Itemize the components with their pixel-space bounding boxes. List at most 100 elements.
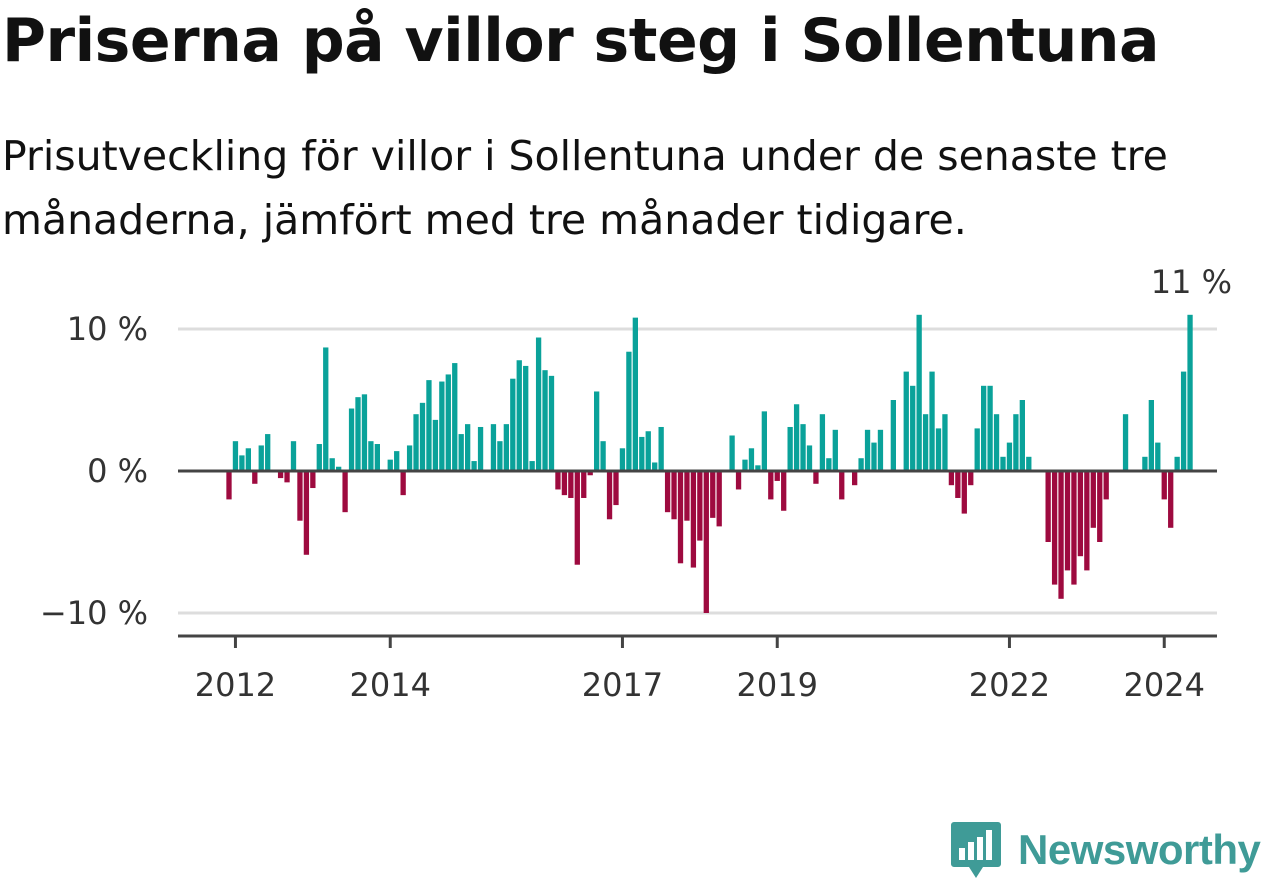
data-bar — [832, 429, 838, 471]
data-bar — [1084, 471, 1090, 571]
data-bar — [600, 441, 606, 471]
data-bar — [523, 365, 529, 471]
data-bar — [1103, 471, 1109, 500]
data-bar — [993, 414, 1000, 471]
data-bar — [426, 380, 432, 471]
data-bar — [497, 441, 503, 471]
data-bar — [542, 370, 548, 471]
axes — [178, 469, 1217, 648]
data-bar — [948, 471, 955, 486]
data-bar — [710, 471, 716, 518]
data-bar — [277, 471, 284, 479]
data-bar — [1013, 414, 1019, 471]
x-tick-label: 2017 — [582, 666, 663, 704]
data-bar — [336, 466, 342, 471]
data-bar — [929, 371, 935, 471]
data-bar — [922, 414, 929, 471]
grid-lines — [178, 327, 1217, 615]
data-bar — [516, 360, 522, 471]
data-bar — [1174, 456, 1180, 471]
data-bar — [1161, 471, 1167, 500]
data-bar — [1064, 471, 1071, 571]
data-bar — [329, 458, 335, 471]
data-bar — [787, 426, 793, 471]
data-bar — [465, 424, 471, 471]
data-bar — [800, 424, 806, 471]
x-tick-label: 2024 — [1124, 666, 1205, 704]
data-bar — [290, 441, 297, 471]
data-bar — [903, 371, 909, 471]
data-bar — [439, 381, 445, 471]
labels: 10 % 0 % −10 % 2012 2014 2017 2019 2022 2024 11 % — [40, 263, 1232, 704]
x-tick-label: 2012 — [195, 666, 276, 704]
data-bar — [581, 471, 587, 498]
data-bar — [942, 414, 948, 471]
data-bar — [310, 471, 316, 489]
data-bar — [568, 471, 574, 498]
data-bar — [768, 471, 774, 500]
data-bar — [684, 471, 690, 521]
data-bar — [748, 448, 755, 471]
data-bar — [858, 458, 864, 471]
y-tick-label: 10 % — [67, 310, 148, 348]
data-bar — [871, 442, 877, 471]
data-bar — [510, 378, 516, 471]
data-bar — [987, 385, 993, 471]
data-bar — [348, 408, 355, 471]
data-bar — [529, 461, 535, 471]
y-tick-label: 0 % — [87, 452, 148, 490]
data-bar — [703, 471, 709, 613]
data-bar — [606, 471, 613, 520]
data-bar — [664, 471, 671, 513]
data-bar — [419, 402, 426, 471]
data-bar — [555, 471, 561, 490]
data-bar — [323, 347, 329, 471]
data-bar — [232, 441, 239, 471]
data-bar — [1142, 456, 1148, 471]
data-bar — [361, 394, 368, 471]
data-bar — [252, 471, 258, 484]
latest-value-label: 11 % — [1151, 263, 1232, 301]
data-bar — [1000, 456, 1006, 471]
data-bar — [826, 458, 832, 471]
data-bar — [619, 448, 626, 471]
data-bar — [735, 471, 742, 490]
data-bar — [1168, 471, 1174, 528]
data-bar — [477, 426, 484, 471]
data-bar — [1071, 471, 1077, 585]
newsworthy-brand: Newsworthy — [950, 818, 1261, 882]
data-bar — [303, 471, 310, 555]
newsworthy-logo-icon — [951, 822, 1001, 878]
data-bar — [471, 461, 477, 471]
data-bar — [781, 471, 787, 511]
data-bar — [632, 317, 638, 471]
data-bar — [239, 455, 245, 471]
chart-subtitle: Prisutveckling för villor i Sollentuna u… — [2, 132, 1168, 244]
data-bar — [1058, 471, 1064, 599]
data-bar — [961, 471, 967, 514]
data-bar — [432, 419, 439, 471]
data-bar — [968, 471, 974, 486]
data-bar — [1045, 471, 1051, 542]
x-tick-label: 2014 — [350, 666, 431, 704]
data-bar — [445, 374, 451, 471]
data-bar — [535, 337, 542, 471]
data-bar — [755, 465, 761, 471]
data-bar — [742, 459, 748, 471]
x-tick-label: 2022 — [969, 666, 1050, 704]
data-bar — [819, 414, 826, 471]
data-bar — [458, 434, 464, 471]
data-bar — [910, 385, 916, 471]
data-bar — [697, 471, 703, 541]
data-bar — [594, 391, 600, 471]
data-bar — [413, 414, 419, 471]
data-bar — [890, 400, 896, 471]
brand-name: Newsworthy — [1018, 826, 1261, 873]
data-bar — [935, 428, 942, 471]
data-bar — [394, 451, 400, 471]
data-bar — [613, 471, 619, 506]
data-bar — [245, 448, 251, 471]
data-bar — [574, 471, 580, 565]
data-bar — [645, 431, 651, 471]
data-bar — [1090, 471, 1096, 528]
